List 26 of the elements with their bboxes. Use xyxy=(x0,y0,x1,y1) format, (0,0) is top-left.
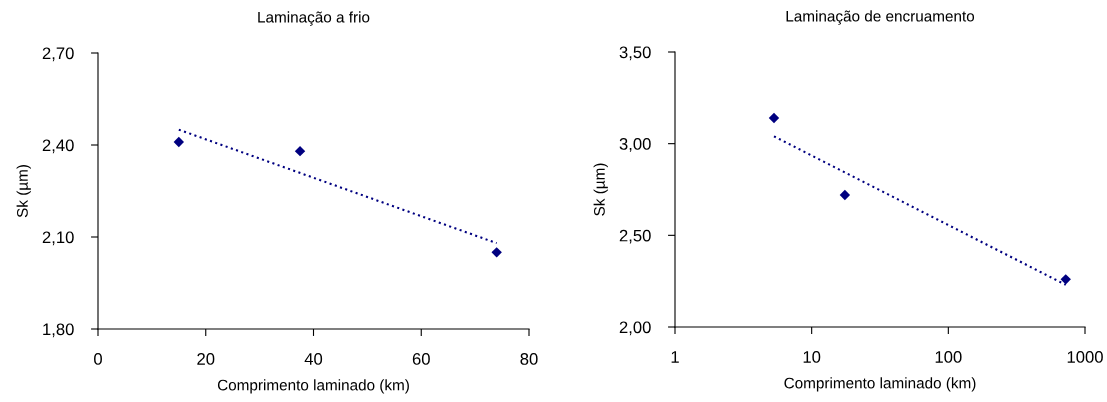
y-tick-label: 1,80 xyxy=(43,323,74,338)
point xyxy=(173,136,185,148)
y-tick-label: 2,40 xyxy=(42,139,74,154)
y-tick-label: 2,70 xyxy=(42,47,74,62)
x-tick-label: 10 xyxy=(803,351,821,363)
x-axis-title: Comprimento laminado (km) xyxy=(784,377,976,392)
x-tick-label: 20 xyxy=(197,353,215,365)
point xyxy=(294,145,306,157)
chart-title: Laminação a frio xyxy=(258,11,370,26)
point xyxy=(491,247,502,258)
y-tick-label: 2,10 xyxy=(42,231,74,246)
y-axis-title: Sk (µm) xyxy=(16,165,31,218)
y-axis-title: Sk (µm) xyxy=(593,163,608,216)
x-tick-label: 100 xyxy=(935,351,962,363)
x-tick-label: 1 xyxy=(671,351,679,363)
y-tick-label: 2,50 xyxy=(619,229,651,244)
x-tick-label: 40 xyxy=(304,353,323,365)
x-axis-title: Comprimento laminado (km) xyxy=(217,379,409,394)
x-tick-label: 0 xyxy=(94,353,102,365)
x-tick-label: 60 xyxy=(412,353,430,365)
y-tick-label: 3,00 xyxy=(619,138,651,152)
x-tick-label: 1000 xyxy=(1067,351,1103,363)
y-tick-label: 2,00 xyxy=(619,321,651,336)
chart-title: Laminação de encruamento xyxy=(786,10,975,25)
x-tick-label: 80 xyxy=(520,353,538,365)
y-tick-label: 3,50 xyxy=(619,46,651,61)
